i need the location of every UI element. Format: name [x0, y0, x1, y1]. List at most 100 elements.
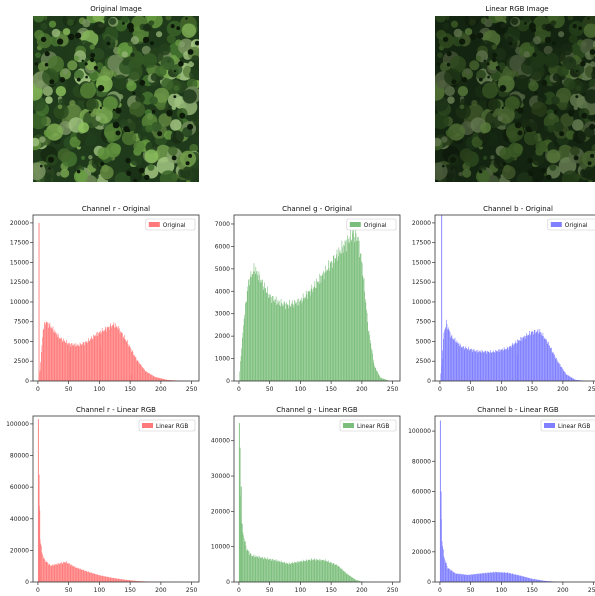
- histogram-bar: [259, 274, 260, 381]
- histogram-bar: [278, 561, 279, 582]
- histogram-bar: [479, 351, 480, 381]
- histogram-bar: [52, 564, 54, 582]
- histogram-bar: [262, 279, 263, 381]
- tree-crown: [584, 89, 595, 104]
- histogram-spike: [39, 510, 41, 582]
- histogram-bar: [87, 572, 88, 582]
- histogram-bar: [369, 334, 370, 381]
- histogram-bar: [63, 338, 64, 381]
- histogram-bar: [537, 329, 539, 381]
- histogram-bar: [529, 334, 531, 381]
- tree-crown: [511, 17, 519, 25]
- histogram-bar: [301, 560, 302, 582]
- tree-crown: [558, 31, 565, 38]
- histogram-bar: [144, 369, 145, 381]
- histogram-bar: [104, 326, 106, 381]
- histogram-bar: [294, 299, 295, 381]
- tree-crown: [91, 48, 105, 61]
- histogram-bar: [489, 572, 491, 582]
- tree-crown: [460, 98, 467, 105]
- histogram-bar: [463, 349, 465, 381]
- tree-crown: [74, 69, 84, 80]
- tree-crown: [86, 98, 99, 112]
- histogram-bar: [127, 344, 129, 381]
- linear-rgb-image-title: Linear RGB Image: [485, 5, 549, 13]
- histogram-bar: [48, 327, 49, 381]
- x-tick-label: 100: [295, 587, 307, 594]
- histogram-bar: [111, 327, 112, 381]
- histogram-bar: [319, 273, 321, 381]
- histogram-bar: [272, 295, 274, 381]
- histogram-bar: [47, 562, 49, 582]
- histogram-bar: [269, 296, 271, 381]
- histogram-bar: [239, 371, 241, 381]
- histogram-bar: [567, 375, 568, 381]
- histogram-bar: [461, 574, 463, 582]
- tree-crown: [91, 157, 104, 169]
- histogram-bar: [60, 337, 62, 381]
- histogram-bar: [292, 300, 294, 381]
- histogram-bar: [459, 573, 461, 582]
- tree-crown: [48, 20, 57, 28]
- histogram-bar: [76, 344, 78, 381]
- y-tick-label: 0: [25, 579, 29, 586]
- y-tick-label: 80000: [10, 453, 29, 460]
- histogram-bar: [482, 351, 483, 381]
- histogram-bar: [104, 330, 105, 381]
- x-tick-label: 200: [557, 386, 569, 393]
- legend: Linear RGB: [138, 419, 196, 432]
- histogram-bar: [95, 574, 96, 582]
- histogram-bar: [521, 337, 522, 381]
- histogram-bar: [525, 577, 527, 582]
- histogram-bar: [293, 304, 294, 381]
- histogram-bar: [506, 349, 507, 381]
- histogram-bar: [549, 348, 551, 381]
- histogram-bar: [68, 343, 70, 381]
- tree-crown: [161, 78, 174, 91]
- histogram-bar: [320, 561, 322, 582]
- histogram-bar: [55, 564, 56, 582]
- tree-crown: [490, 155, 495, 160]
- histogram-bar: [506, 572, 508, 582]
- histogram-bar: [300, 300, 302, 381]
- histogram-bar: [371, 350, 373, 381]
- histogram-bar: [126, 341, 128, 381]
- histogram-bar: [577, 380, 578, 381]
- tree-crown: [127, 41, 134, 47]
- histogram-bar: [511, 344, 513, 381]
- original-image: [33, 16, 199, 182]
- histogram-bar: [304, 296, 306, 381]
- chart-title: Channel r - Linear RGB: [76, 406, 156, 414]
- chart-title: Channel b - Linear RGB: [477, 406, 559, 414]
- histogram-bar: [249, 276, 251, 381]
- histogram-bar: [241, 337, 243, 381]
- tree-crown: [97, 147, 110, 160]
- histogram-bar: [309, 291, 310, 381]
- histogram-bar: [508, 572, 510, 582]
- histogram-spike: [37, 419, 39, 582]
- histogram-bar: [471, 348, 472, 381]
- histogram-bar: [477, 352, 479, 381]
- histogram-bar: [525, 333, 527, 381]
- histogram-bar: [158, 378, 160, 381]
- histogram-bar: [573, 379, 575, 381]
- histogram-bar: [326, 270, 328, 381]
- histogram-bar: [135, 580, 137, 582]
- tree-crown: [42, 85, 53, 97]
- histogram-bar: [147, 373, 149, 381]
- shadow-spot: [502, 161, 507, 166]
- histogram-bar: [386, 379, 388, 381]
- histogram-bar: [465, 574, 467, 582]
- histogram-bar: [564, 371, 565, 381]
- histogram-bar: [507, 348, 509, 381]
- tree-crown: [159, 170, 177, 182]
- histogram-bar: [570, 376, 571, 381]
- histogram-bar: [495, 350, 496, 381]
- histogram-bar: [442, 350, 443, 381]
- tree-crown: [33, 162, 46, 181]
- histogram-bar: [254, 273, 256, 381]
- histogram-bar: [101, 575, 103, 582]
- histogram-bar: [320, 559, 321, 582]
- shadow-spot: [575, 70, 579, 73]
- histogram-bar: [452, 338, 453, 381]
